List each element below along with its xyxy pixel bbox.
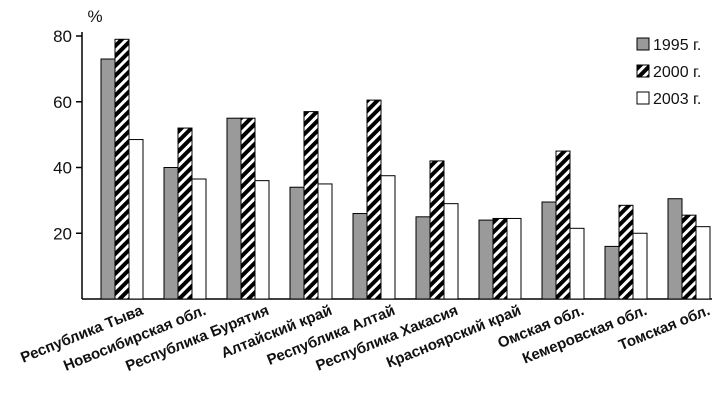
bar-3-1	[128, 139, 144, 300]
y-tick-label: 20	[53, 224, 72, 243]
legend: 1995 г. 2000 г. 2003 г.	[636, 37, 701, 108]
bar-3-4	[317, 183, 333, 300]
y-tick-label: 40	[53, 159, 72, 178]
legend-swatch-3	[636, 91, 650, 105]
bar-2-10	[681, 214, 697, 300]
legend-label-1: 1995 г.	[653, 37, 701, 54]
bar-1-9	[604, 245, 620, 300]
bar-1-8	[541, 201, 557, 300]
bar-2-4	[303, 111, 319, 300]
bar-3-3	[254, 180, 270, 300]
bar-1-10	[667, 198, 683, 300]
bar-2-2	[177, 127, 193, 300]
bar-2-9	[618, 204, 634, 300]
bar-1-4	[289, 186, 305, 300]
legend-swatch-2	[636, 64, 650, 78]
bar-1-2	[163, 167, 179, 300]
bar-2-5	[366, 99, 382, 300]
bar-3-8	[569, 227, 585, 300]
bar-3-9	[632, 232, 648, 300]
bar-3-2	[191, 178, 207, 300]
bar-1-1	[100, 58, 116, 300]
y-tick-label: 60	[53, 93, 72, 112]
bar-2-6	[429, 160, 445, 300]
bar-3-7	[506, 217, 522, 300]
y-axis-label: %	[87, 7, 102, 26]
bar-3-5	[380, 175, 396, 300]
bar-2-8	[555, 150, 571, 300]
legend-label-3: 2003 г.	[653, 91, 701, 108]
bar-2-7	[492, 217, 508, 300]
bar-2-1	[114, 38, 130, 300]
bars	[100, 38, 711, 300]
bar-2-3	[240, 117, 256, 300]
y-tick-label: 80	[53, 27, 72, 46]
legend-label-2: 2000 г.	[653, 64, 701, 81]
legend-swatch-1	[636, 37, 650, 51]
bar-3-10	[695, 226, 711, 300]
bar-1-6	[415, 216, 431, 300]
bar-1-5	[352, 213, 368, 300]
bar-3-6	[443, 203, 459, 300]
bar-1-3	[226, 117, 242, 300]
bar-1-7	[478, 219, 494, 300]
